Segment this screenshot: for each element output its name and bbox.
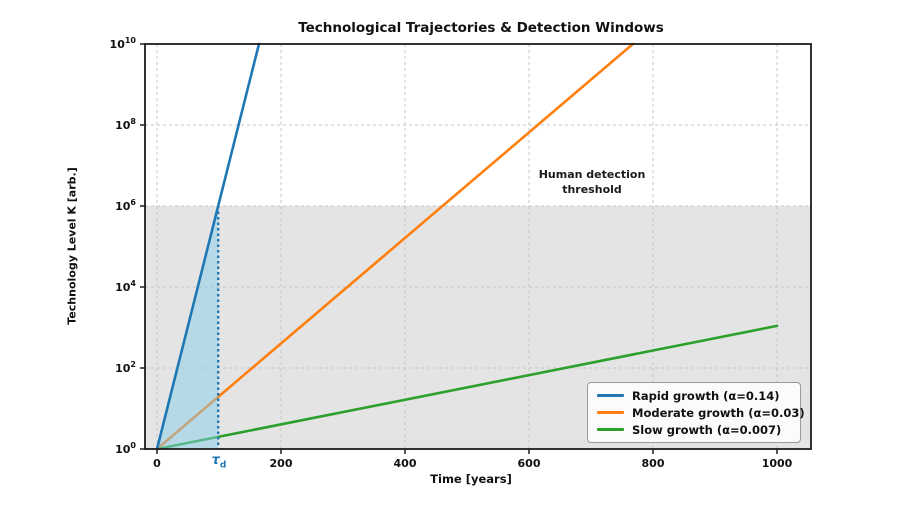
threshold-annotation: Human detection threshold [538,168,646,196]
y-tick-label-1e0: 100 [115,441,136,456]
legend-item-slow: Slow growth (α=0.007) [597,423,791,437]
legend-line-sample-moderate [597,411,624,414]
legend-label-slow: Slow growth (α=0.007) [632,422,782,437]
legend-line-sample-slow [597,428,624,431]
y-tick-label-1e2: 102 [115,360,136,375]
x-axis-label: Time [years] [430,472,512,486]
series-line-moderate [155,42,635,451]
x-tick-label-0: 0 [153,457,161,470]
tau-subscript: d [219,460,227,471]
legend-line-sample-rapid [597,394,624,397]
legend-item-rapid: Rapid growth (α=0.14) [597,389,791,403]
x-tick-label-800: 800 [642,457,665,470]
x-tick-label-1000: 1000 [762,457,793,470]
x-tick-label-600: 600 [518,457,541,470]
tau-d-tick-label: τd [212,453,227,471]
tau-symbol: τ [211,453,220,468]
y-tick-label-1e10: 1010 [110,36,137,51]
y-tick-label-1e8: 108 [115,117,136,132]
chart-title: Technological Trajectories & Detection W… [298,20,664,36]
y-tick-label-1e4: 104 [115,279,136,294]
legend-item-moderate: Moderate growth (α=0.03) [597,406,805,420]
legend-label-moderate: Moderate growth (α=0.03) [632,405,805,420]
x-tick-label-400: 400 [394,457,417,470]
plot-border [144,43,812,450]
series-line-slow [155,324,779,451]
legend-label-rapid: Rapid growth (α=0.14) [632,388,780,403]
y-tick-label-1e6: 106 [115,198,136,213]
legend: Rapid growth (α=0.14) Moderate growth (α… [587,382,805,443]
y-axis-label: Technology Level K [arb.] [65,167,79,325]
series-line-rapid [155,42,261,451]
x-tick-label-200: 200 [270,457,293,470]
